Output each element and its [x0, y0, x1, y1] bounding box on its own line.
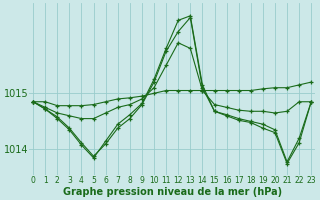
- X-axis label: Graphe pression niveau de la mer (hPa): Graphe pression niveau de la mer (hPa): [63, 187, 282, 197]
